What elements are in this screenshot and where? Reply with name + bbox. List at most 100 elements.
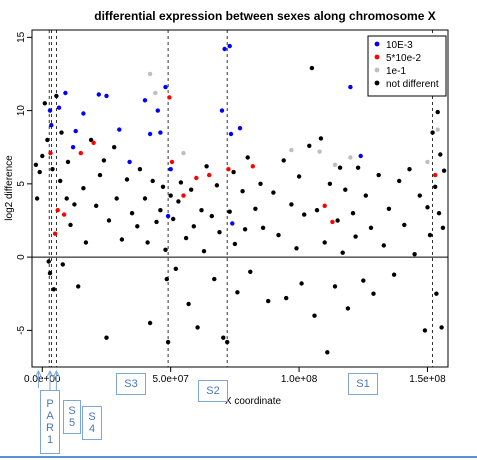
data-point [158,208,163,213]
data-point [318,136,324,141]
data-point [296,174,302,179]
data-point [412,252,417,257]
data-point [83,240,89,245]
data-point [181,193,186,198]
data-point [430,130,435,135]
data-point [173,266,178,271]
region-pointer-arrowhead [34,369,42,378]
legend-marker [374,54,380,60]
data-point [176,199,181,204]
data-point [361,278,366,283]
data-point [312,313,317,318]
x-axis-label: X coordinate [225,396,282,407]
data-point [228,131,234,137]
data-point [363,193,368,198]
data-point [242,227,248,232]
data-point [217,230,222,235]
data-point [435,127,440,132]
data-point [207,172,212,178]
data-point [49,123,54,128]
region-pointer-arrowhead [46,369,54,378]
data-point [214,183,220,188]
data-point [37,169,42,175]
data-point [59,130,64,135]
data-point [212,276,217,282]
data-point [201,249,207,254]
data-point [137,167,143,172]
chart-title: differential expression between sexes al… [94,9,435,23]
data-point [153,90,158,96]
data-point [104,93,109,99]
data-point [96,92,102,97]
data-point [433,184,438,189]
data-point [240,189,245,194]
data-point [309,65,315,71]
data-point [104,335,109,340]
s4-label: S 4 [82,406,102,440]
data-point [165,339,171,345]
data-point [237,126,243,131]
x-tick-label: 5.0e+07 [152,374,189,385]
data-point [150,178,155,184]
data-point [135,224,140,229]
data-point [145,240,150,245]
data-point [81,111,86,116]
y-tick-label: 15 [16,31,27,43]
legend-label: 5*10e-2 [386,53,421,64]
data-point [402,222,407,228]
data-point [225,339,230,345]
data-point [42,101,47,106]
s5-char: S [68,405,76,417]
data-point [50,167,55,172]
data-point [183,235,189,241]
data-point [47,271,53,276]
s5-char: 5 [68,417,76,429]
data-point [355,165,361,170]
data-point [142,196,148,201]
data-point [250,164,255,169]
data-point [55,208,60,213]
data-point [433,172,438,178]
region-pointer-arrowhead [52,369,60,378]
data-point [248,269,253,274]
data-point [307,143,312,148]
data-point [343,187,348,192]
data-point [191,224,196,229]
data-point [81,186,86,191]
data-point [299,281,304,286]
y-tick-label: -5 [16,325,27,334]
data-point [163,247,168,252]
data-point [91,140,96,145]
s5-label: S 5 [63,400,81,434]
par1-char: R [46,422,54,434]
data-point [52,231,58,236]
x-tick-label: 0.0e+00 [24,374,61,385]
data-point [169,159,175,165]
data-point [425,159,430,165]
data-point [330,219,335,225]
legend-label: 1e-1 [386,66,406,77]
s4-char: S [88,411,96,423]
legend-marker [374,41,380,47]
data-point [40,153,45,159]
data-point [186,301,191,307]
s4-char: 4 [88,423,96,435]
data-point [335,218,340,223]
data-point [327,181,333,186]
legend-label: not different [386,79,439,90]
data-point [407,167,412,172]
data-point [271,190,276,195]
plot-area: 0.0e+00 5.0e+07 1.0e+08 1.5e+08 -5 0 5 10 15 10E-… [16,29,449,404]
data-point [294,246,299,251]
data-point [235,290,240,295]
data-point [284,295,289,301]
s3-label: S3 [116,373,146,395]
plot-frame [31,29,449,368]
data-point [340,250,345,255]
data-point [34,196,40,201]
legend-marker [374,67,380,73]
data-point [106,218,112,223]
data-point [127,159,132,165]
data-point [112,145,117,150]
